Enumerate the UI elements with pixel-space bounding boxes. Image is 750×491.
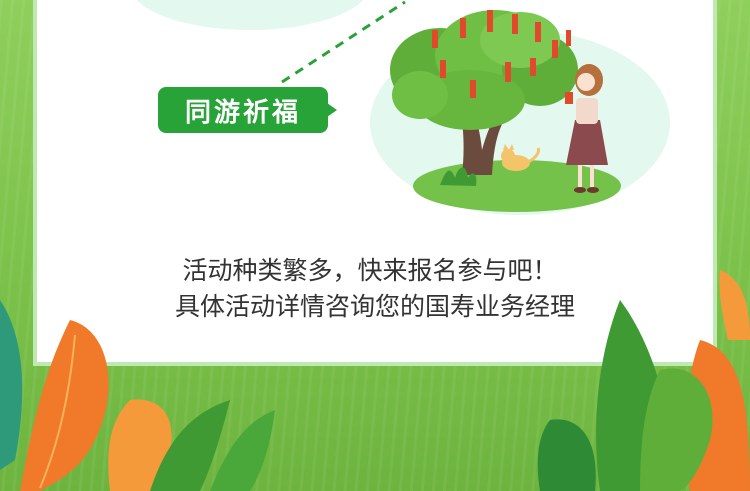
- girl-illustration: [565, 64, 608, 193]
- pray-tag-label: 同游祈福: [158, 87, 337, 133]
- leaf-decoration-right: [537, 270, 750, 491]
- dashed-connector-line: [281, 0, 406, 84]
- tree-illustration: [390, 10, 578, 186]
- cat-illustration: [501, 144, 540, 171]
- caption-line-2: 具体活动详情咨询您的国寿业务经理: [174, 292, 575, 321]
- leaf-decoration-left: [0, 300, 275, 491]
- caption-line-1: 活动种类繁多，快来报名参与吧！: [182, 256, 558, 285]
